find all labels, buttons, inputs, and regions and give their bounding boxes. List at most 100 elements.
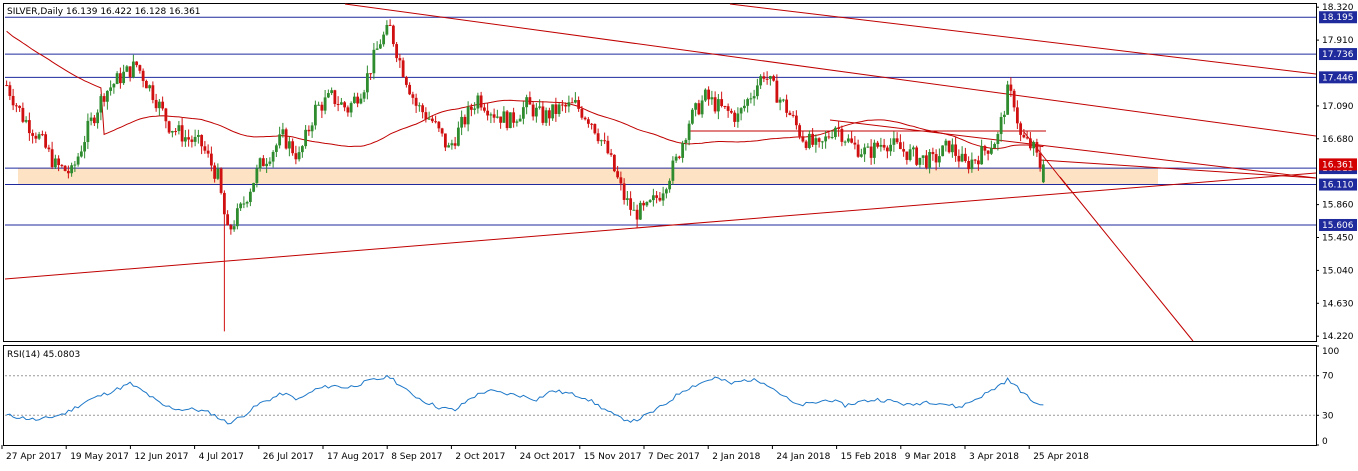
candle-body [681,143,685,158]
candle-body [21,107,25,122]
candle-body [53,158,57,168]
candle-body [37,134,41,139]
level-badge [1319,48,1357,61]
candle-body [482,107,486,111]
candle-body [876,142,880,147]
x-tick-label: 4 Jul 2017 [199,452,244,462]
candle-body [44,134,48,148]
candle-body [242,203,246,205]
candle-body [934,154,938,163]
x-tick-label: 27 Apr 2017 [6,452,62,462]
candle-body [60,165,64,167]
candle-body [843,141,847,143]
candle-body [986,150,990,154]
candle-body [50,149,54,168]
candle-body [963,153,967,161]
candle-body [1015,107,1019,124]
candle-body [122,71,126,84]
candle-body [804,141,808,148]
candle-body [700,100,704,115]
candle-body [612,154,616,172]
candle-body [313,104,317,126]
y-tick-label: 17.090 [1322,102,1354,112]
support-zone [18,168,1158,185]
candle-body [209,153,213,166]
y-tick-label: 15.040 [1322,266,1354,276]
candle-body [856,144,860,157]
candle-body [752,96,756,99]
candle-body [729,110,733,113]
candle-body [164,108,168,122]
candle-body [632,209,636,211]
candle-body [928,152,932,168]
candle-body [996,134,1000,145]
candle-body [356,96,360,104]
candle-body [687,123,691,140]
candle-body [463,116,467,125]
candle-body [258,158,262,169]
candle-body [352,96,356,104]
candle-body [125,66,129,72]
candle-body [131,61,135,78]
candle-body [976,160,980,165]
candle-body [174,131,178,133]
candle-body [820,141,824,143]
candle-body [872,142,876,158]
candle-body [27,120,31,134]
candle-body [703,89,707,101]
candle-body [317,104,321,106]
trend-line-4 [1039,159,1317,179]
candle-body [941,145,945,157]
candle-body [411,94,415,98]
candle-body [177,125,181,132]
candle-body [141,70,145,81]
candle-body [541,106,545,123]
candle-body [768,76,772,79]
candle-body [469,106,473,110]
candle-body [115,73,119,84]
candle-body [658,197,662,201]
candle-body [521,107,525,119]
candle-body [378,44,382,49]
candle-body [252,182,256,192]
candle-body [190,139,194,142]
candle-body [300,146,304,153]
candle-body [196,134,200,137]
rsi-tick-label: 70 [1322,372,1334,382]
candle-body [219,168,223,193]
candle-body [707,89,711,100]
candle-body [213,165,217,179]
candle-body [206,150,210,154]
candle-body [879,144,883,147]
candle-body [807,133,811,148]
candle-body [330,90,334,94]
candle-body [274,145,278,152]
candle-body [148,85,152,89]
x-tick-label: 8 Sep 2017 [391,452,442,462]
candle-body [798,125,802,137]
candle-body [954,144,958,156]
candle-body [287,141,291,149]
candle-body [180,125,184,142]
candle-body [161,101,165,109]
candle-body [456,127,460,146]
candle-body [466,106,470,125]
candle-body [284,129,288,149]
candle-body [229,225,233,230]
level-badge [1319,178,1357,191]
candle-body [476,95,480,109]
candle-body [304,129,308,147]
candle-body [590,123,594,125]
candle-body [837,127,841,129]
candle-body [983,146,987,151]
candle-body [369,73,373,75]
candle-body [980,146,984,165]
candle-body [645,202,649,206]
candle-body [723,105,727,107]
candle-body [391,25,395,45]
trend-line-2 [729,3,1317,75]
x-tick-label: 15 Nov 2017 [584,452,642,462]
candle-body [1012,90,1016,108]
